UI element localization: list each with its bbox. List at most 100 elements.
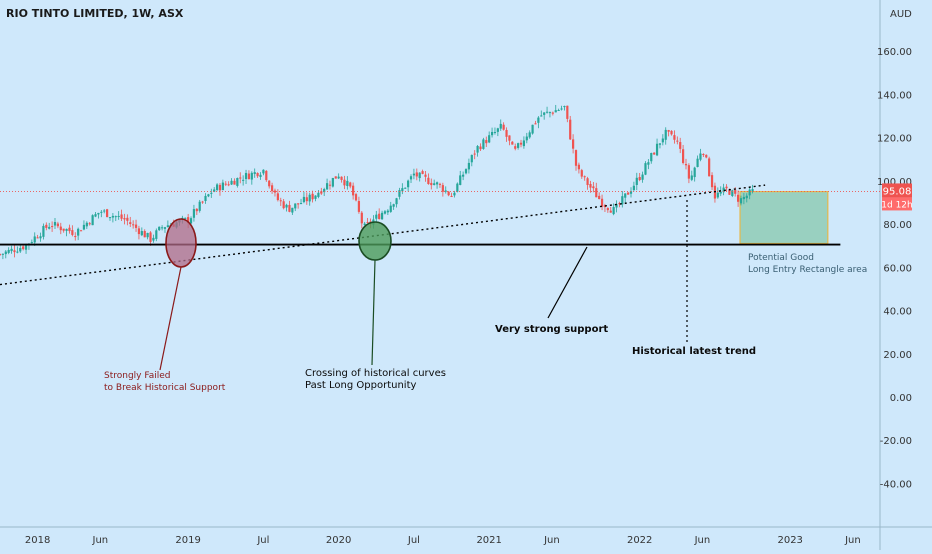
candle-body bbox=[195, 208, 198, 212]
candle-body bbox=[24, 244, 28, 250]
candle-body bbox=[580, 170, 583, 177]
candle-body bbox=[508, 135, 511, 141]
candle-body bbox=[56, 223, 59, 227]
candle-body bbox=[97, 212, 100, 215]
y-tick-label: 0.00 bbox=[890, 393, 912, 404]
candle-body bbox=[288, 204, 291, 212]
candle-body bbox=[499, 123, 502, 129]
candle-body bbox=[632, 185, 635, 191]
x-tick-label: Jun bbox=[92, 535, 109, 546]
candle-body bbox=[273, 190, 277, 193]
candle-body bbox=[392, 204, 395, 207]
candle-body bbox=[380, 212, 384, 220]
candle-body bbox=[586, 178, 589, 186]
candle-body bbox=[349, 182, 352, 187]
candle-body bbox=[210, 192, 213, 194]
candle-body bbox=[543, 112, 546, 115]
candle-body bbox=[566, 105, 569, 119]
candle-body bbox=[415, 172, 418, 177]
candle-body bbox=[140, 231, 143, 236]
candle-body bbox=[389, 205, 392, 212]
countdown-text: 1d 12h bbox=[881, 200, 912, 210]
candle-body bbox=[91, 215, 94, 226]
candle-body bbox=[160, 227, 164, 229]
candle-body bbox=[612, 207, 615, 215]
candle-body bbox=[493, 131, 497, 134]
candle-body bbox=[13, 250, 16, 253]
candle-body bbox=[215, 184, 219, 190]
candle-body bbox=[386, 210, 389, 213]
candle-body bbox=[117, 215, 120, 217]
candle-body bbox=[129, 222, 132, 224]
candle-body bbox=[548, 112, 552, 114]
candle-body bbox=[132, 224, 135, 226]
candle-body bbox=[728, 189, 731, 195]
candle-body bbox=[39, 236, 42, 239]
candle-body bbox=[725, 186, 728, 189]
candle-body bbox=[638, 177, 641, 181]
candle-body bbox=[650, 153, 653, 162]
candle-body bbox=[184, 217, 187, 219]
candle-body bbox=[595, 188, 598, 198]
candle-body bbox=[363, 223, 366, 225]
candle-body bbox=[534, 123, 537, 125]
failed-pointer-line bbox=[159, 266, 182, 371]
y-tick-label: 40.00 bbox=[883, 307, 912, 318]
candle-body bbox=[560, 108, 563, 110]
potential-good-annotation: Potential Good bbox=[748, 253, 814, 263]
candle-body bbox=[572, 139, 575, 149]
candle-body bbox=[155, 230, 158, 239]
candle-body bbox=[606, 208, 609, 211]
candle-body bbox=[557, 110, 560, 112]
candle-body bbox=[16, 251, 19, 253]
candle-body bbox=[433, 183, 436, 185]
candle-body bbox=[517, 143, 520, 148]
candle-body bbox=[482, 139, 485, 149]
candle-body bbox=[488, 135, 491, 143]
candle-body bbox=[88, 223, 91, 225]
countdown-box bbox=[882, 197, 912, 211]
candle-body bbox=[233, 180, 236, 185]
x-tick-label: 2021 bbox=[476, 535, 501, 546]
strongly-failed-annotation: Strongly Failed bbox=[104, 371, 170, 381]
candle-body bbox=[731, 190, 734, 196]
candle-body bbox=[528, 132, 531, 138]
candle-body bbox=[299, 203, 303, 205]
candle-body bbox=[473, 153, 476, 155]
candle-body bbox=[702, 154, 705, 156]
candle-body bbox=[134, 224, 138, 228]
candle-body bbox=[4, 251, 7, 255]
candle-body bbox=[268, 180, 271, 187]
crossing-annotation: Crossing of historical curves bbox=[305, 368, 446, 379]
candle-body bbox=[302, 196, 306, 203]
candle-body bbox=[236, 178, 239, 186]
candle-body bbox=[48, 226, 51, 229]
candle-body bbox=[325, 183, 329, 190]
candle-body bbox=[519, 142, 523, 145]
candle-body bbox=[152, 237, 155, 241]
candle-body bbox=[7, 249, 10, 253]
candle-body bbox=[699, 153, 702, 160]
candle-body bbox=[166, 225, 169, 227]
candle-body bbox=[74, 236, 77, 238]
candle-body bbox=[438, 183, 442, 185]
entry-zone-rect bbox=[739, 191, 829, 245]
candle-body bbox=[259, 174, 262, 177]
crossing-ellipse bbox=[358, 221, 392, 261]
candle-body bbox=[108, 217, 112, 219]
candle-body bbox=[297, 203, 300, 205]
candle-body bbox=[751, 189, 754, 192]
candle-body bbox=[163, 227, 167, 229]
candle-body bbox=[409, 176, 413, 180]
candle-body bbox=[398, 190, 401, 197]
candle-body bbox=[540, 115, 543, 117]
candle-body bbox=[670, 130, 673, 135]
candle-body bbox=[641, 174, 644, 180]
candle-body bbox=[470, 154, 473, 163]
candle-body bbox=[334, 176, 337, 179]
candle-body bbox=[505, 129, 508, 137]
candle-body bbox=[276, 193, 279, 201]
candle-body bbox=[644, 163, 647, 175]
candle-body bbox=[19, 248, 22, 252]
candle-body bbox=[412, 173, 416, 176]
